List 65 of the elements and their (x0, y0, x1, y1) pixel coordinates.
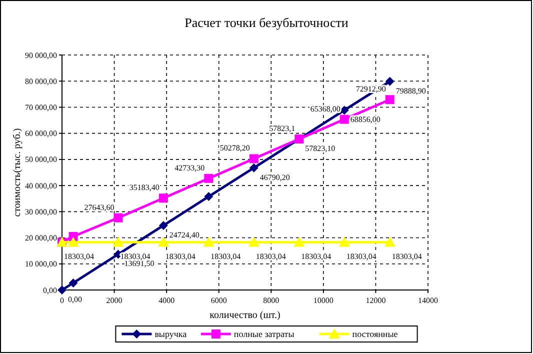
data-label: 18303,04 (346, 252, 376, 262)
x-tick-label: 4000 (158, 296, 175, 305)
legend-label: постоянные (352, 329, 398, 340)
point (204, 192, 214, 202)
data-label: 42733,30 (174, 163, 205, 172)
y-axis-title: стоимость(тыс. руб.) (12, 128, 23, 217)
data-label: 0,00 (68, 295, 82, 304)
x-tick-label: 6000 (210, 296, 227, 305)
y-tick-label: 70 000,00 (25, 103, 57, 112)
point (204, 174, 214, 183)
data-label: 57823,10 (305, 144, 336, 154)
x-tick-label: 14000 (418, 296, 438, 305)
point (114, 213, 123, 222)
data-label: 46790,20 (260, 172, 290, 182)
point (384, 236, 396, 247)
data-label: 18303,04 (120, 252, 150, 262)
data-label: 57823,1 (269, 124, 296, 134)
point (68, 278, 78, 288)
data-label: 13691,50 (124, 259, 154, 268)
y-tick-label: 20 000,00 (25, 234, 57, 243)
x-tick-label: 8000 (263, 296, 280, 305)
y-tick-label: 30 000,00 (25, 207, 57, 216)
point (203, 236, 214, 247)
data-label: 68856,00 (350, 115, 380, 124)
data-label: 50278,20 (220, 144, 250, 153)
x-tick-label: 10000 (313, 296, 334, 305)
y-tick-label: 10 000,00 (25, 260, 57, 269)
point (68, 236, 79, 247)
data-label: 24724,40 (169, 230, 200, 240)
data-label: 65368,00 (310, 104, 340, 114)
y-tick-label: 0,00 (43, 286, 57, 295)
data-label: 18303,04 (301, 252, 332, 262)
point (249, 163, 258, 172)
legend-label: полные затраты (234, 329, 294, 340)
data-label: 27643,60 (84, 202, 114, 212)
y-tick-label: 60 000,00 (25, 129, 57, 138)
point (338, 236, 350, 247)
y-tick-label: 80 000,00 (25, 76, 57, 86)
point (385, 76, 394, 86)
point (248, 236, 260, 247)
point (158, 236, 169, 247)
point (158, 220, 168, 230)
x-tick-label: 12000 (366, 296, 386, 305)
point (112, 236, 124, 247)
data-label: 18303,04 (165, 252, 196, 262)
x-tick-label: 2000 (106, 296, 122, 305)
y-tick-label: 90 000,00 (25, 50, 57, 60)
data-label: 79888,90 (396, 86, 426, 96)
data-label: 35183,40 (129, 183, 160, 192)
point (340, 114, 349, 124)
data-label: 18303,04 (392, 252, 422, 262)
x-tick-label: 0 (60, 296, 64, 305)
data-label: 18303,04 (210, 252, 241, 262)
point (385, 95, 394, 104)
y-tick-label: 40 000,00 (25, 181, 57, 190)
data-label: 18303,04 (256, 252, 286, 262)
chart-title: Расчет точки безубыточности (184, 15, 348, 30)
data-label: 18303,04 (64, 252, 94, 262)
legend-label: выручка (154, 329, 187, 340)
point (249, 154, 258, 164)
y-tick-label: 50 000,00 (25, 155, 57, 164)
point (58, 286, 66, 294)
point (158, 194, 168, 203)
point (294, 236, 305, 247)
x-axis-title: количество (шт.) (210, 310, 280, 321)
